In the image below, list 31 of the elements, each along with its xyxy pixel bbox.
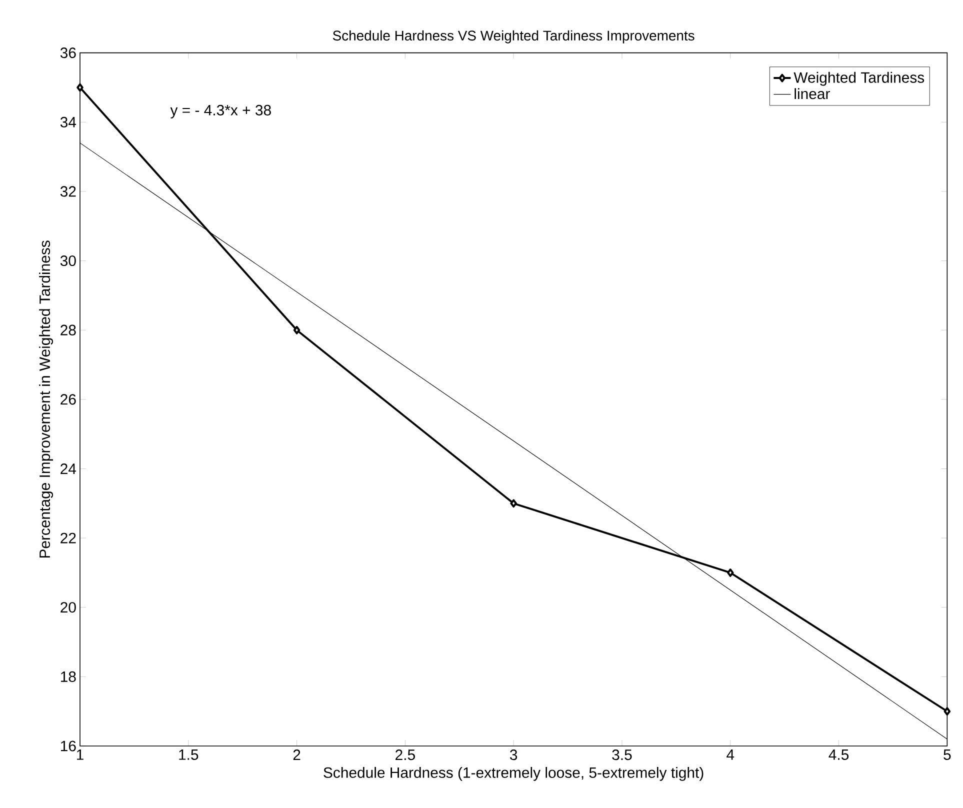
y-tick-label: 20 xyxy=(60,602,76,613)
x-tick-label: 3 xyxy=(510,750,518,760)
y-tick-label: 18 xyxy=(61,671,76,682)
point xyxy=(510,499,517,508)
x-tick-label: 3.5 xyxy=(612,750,632,760)
y-tick-label: 34 xyxy=(60,116,76,128)
y-tick-label: 16 xyxy=(61,740,76,752)
y-tick-label: 32 xyxy=(60,186,76,197)
legend-label: linear xyxy=(794,88,830,100)
y-axis-title: Percentage Improvement in Weighted Tardiness xyxy=(39,240,54,558)
x-tick-label: 4.5 xyxy=(828,750,849,760)
x-tick-label: 2.5 xyxy=(396,750,415,760)
x-tick-label: 1 xyxy=(76,750,84,760)
y-tick-label: 28 xyxy=(60,324,76,336)
x-tick-label: 5 xyxy=(944,750,951,760)
x-tick-label: 1.5 xyxy=(179,750,198,760)
point xyxy=(76,83,84,92)
legend-label: Weighted Tardiness xyxy=(794,72,924,86)
y-tick-label: 26 xyxy=(60,394,76,405)
point xyxy=(944,707,951,716)
y-tick-label: 22 xyxy=(60,532,76,544)
point xyxy=(726,568,734,577)
x-axis-title: Schedule Hardness (1-extremely loose, 5-extremely tight) xyxy=(324,766,704,781)
y-tick-label: 24 xyxy=(60,464,76,474)
annotation: y = - 4.3*x + 38 xyxy=(170,104,271,118)
point xyxy=(293,326,300,334)
chart-title: Schedule Hardness VS Weighted Tardiness Improvements xyxy=(332,30,694,44)
y-tick-label: 30 xyxy=(60,255,76,266)
x-tick-label: 4 xyxy=(726,750,734,760)
x-tick-label: 2 xyxy=(293,750,300,760)
y-tick-label: 36 xyxy=(60,48,76,58)
